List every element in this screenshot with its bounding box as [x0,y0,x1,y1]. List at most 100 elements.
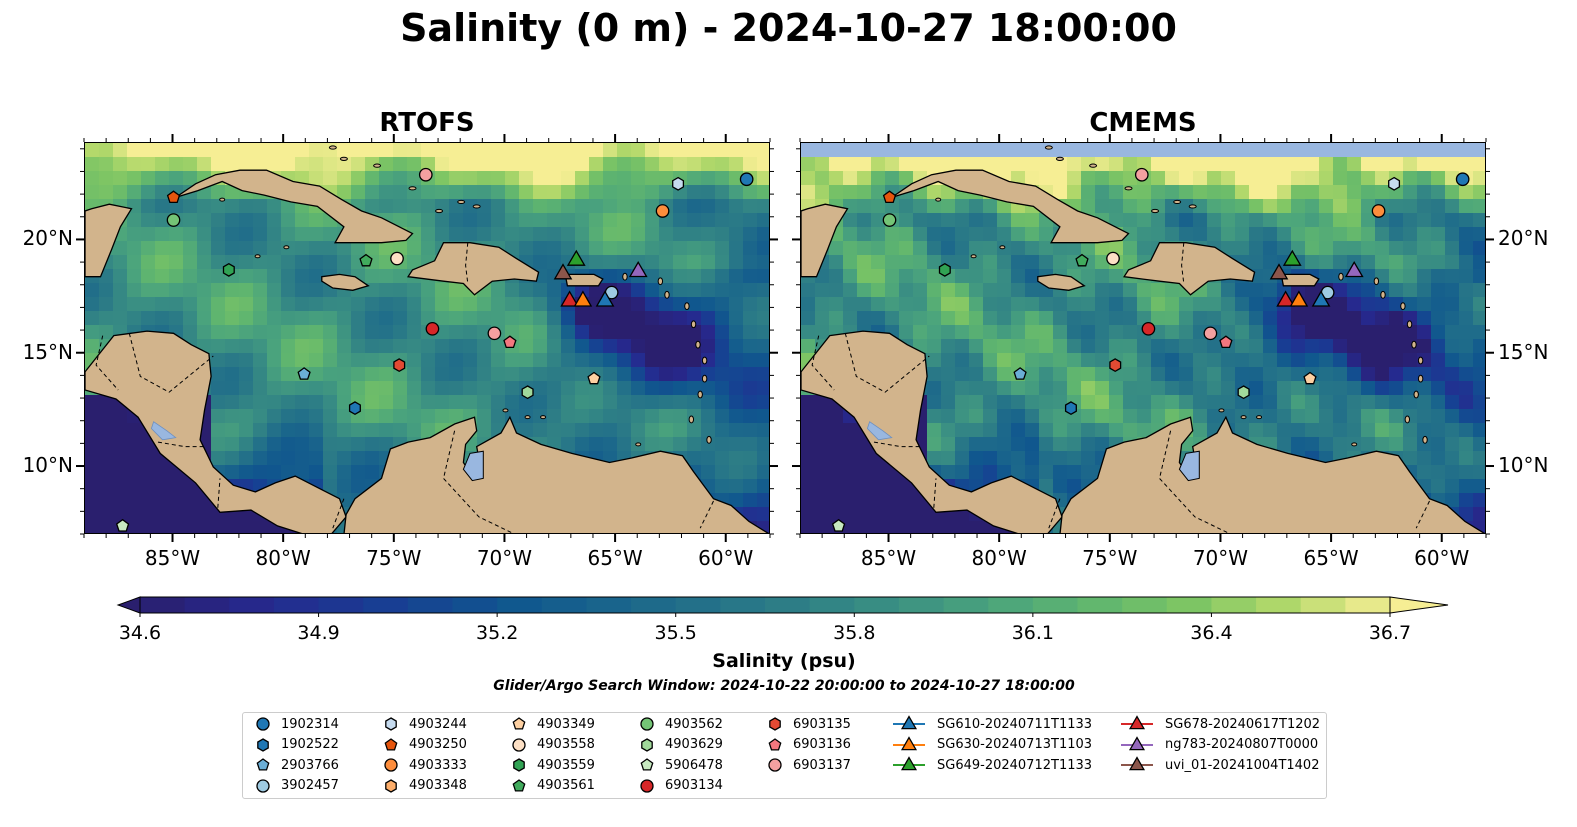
land-south-america [1059,415,1485,533]
marker-6903135 [393,358,406,373]
marker-SG610-20240711T1133 [1311,290,1331,307]
land-jamaica [321,273,370,291]
marker-uvi_01-20241004T1402 [553,263,573,280]
hexagon-marker-icon [641,737,653,752]
lon-tick-label: 85°W [144,546,201,570]
land-puerto-rico [564,273,604,287]
panel-title-cmems: CMEMS [1089,108,1197,138]
hexagon-marker-icon [385,778,397,793]
lake-maracaibo [1178,450,1200,482]
legend-item: 4903348 [383,777,467,795]
legend-item: SG649-20240712T1133 [891,756,1092,774]
circle-marker-icon [640,778,654,793]
pentagon-marker-icon [512,778,526,792]
marker-4903349 [587,371,601,385]
lon-tick-label: 70°W [476,546,533,570]
country-border [217,478,221,508]
marker-SG610-20240711T1133 [595,290,615,307]
legend-label: 4903629 [665,737,723,752]
country-border [844,333,930,393]
legend-item: 6903134 [639,777,723,795]
legend-item: 6903137 [767,756,851,774]
land-central-america [85,330,347,533]
lon-tick-label: 80°W [971,546,1027,570]
marker-4903349 [512,717,526,730]
triangle-marker-icon [1121,735,1153,750]
triangle-marker-icon [893,735,925,750]
island [701,374,708,383]
legend-label: uvi_01-20241004T1402 [1165,757,1320,773]
land-south-america [343,415,769,533]
island [472,204,481,209]
legend-item: 6903135 [767,715,851,733]
marker-4903244 [1388,176,1401,191]
marker-4903244 [385,717,397,731]
lon-tick-label: 80°W [255,546,311,570]
marker-6903136 [503,335,517,349]
island [339,156,348,161]
marker-6903134 [425,321,440,336]
map-cmems [801,143,1485,533]
marker-4903348 [385,778,397,793]
colorbar-segment [452,597,498,613]
marker-ng783-20240807T0000 [1344,261,1364,278]
colorbar-tick-label: 34.9 [297,622,340,644]
marker-5906478 [831,518,846,532]
lon-tick-label: 75°W [366,546,422,570]
colorbar-segment [988,597,1034,613]
marker-SG649-20240712T1133 [566,249,586,266]
legend-label: 4903348 [409,778,467,793]
pentagon-marker-icon [256,758,270,771]
island [1055,156,1064,161]
pentagon-marker-icon [384,737,398,751]
colorbar-extend-max [1389,596,1449,614]
marker-SG649-20240712T1133 [1282,249,1302,266]
legend-item: 4903558 [511,736,595,754]
colorbar-segment [140,597,186,613]
legend: 1902314 1902522 2903766 3902457 4903244 49032… [242,712,1327,799]
country-border [1181,242,1185,284]
island [1351,442,1358,447]
colorbar [116,596,1449,617]
colorbar-tick-label: 34.6 [118,622,162,644]
circle-marker-icon [384,758,398,772]
legend-label: 3902457 [281,778,339,793]
island [1406,320,1413,329]
colorbar-tick-label: 35.2 [475,622,519,644]
island [1373,277,1380,286]
legend-label: 6903137 [793,757,851,773]
legend-label: 4903250 [409,737,467,752]
colorbar-tick-label: 35.8 [833,622,876,644]
marker-4903333 [384,758,398,772]
colorbar-segment [943,597,989,613]
map-panel-cmems [800,142,1486,534]
marker-4903559 [938,262,951,277]
colorbar-segment [1122,597,1168,613]
marker-4903562 [882,213,897,227]
island [1417,374,1424,383]
legend-label: 4903558 [537,737,595,752]
land-central-america [801,330,1063,533]
legend-item: SG678-20240617T1202 [1119,715,1320,733]
colorbar-segment [541,597,587,613]
marker-uvi_01-20241004T1402 [1128,756,1146,771]
island [970,254,977,259]
marker-4903558 [390,251,404,266]
circle-marker-icon [768,758,782,772]
marker-1902314 [739,172,754,187]
marker-4903561 [1075,253,1089,267]
land-puerto-rico [1280,273,1320,287]
island [328,145,337,150]
colorbar-segment [1345,597,1391,613]
marker-ng783-20240807T0000 [1128,735,1146,750]
island [1089,163,1098,168]
marker-4903349 [1303,371,1317,385]
legend-item: 3902457 [255,777,339,795]
colorbar-extend-min [116,596,141,614]
legend-label: 4903561 [537,778,595,793]
colorbar-tick-label: 36.1 [1011,622,1054,644]
island [695,340,701,349]
colorbar-label: Salinity (psu) [712,650,856,672]
lat-tick-label: 15°N [22,339,73,364]
country-border [699,500,714,529]
